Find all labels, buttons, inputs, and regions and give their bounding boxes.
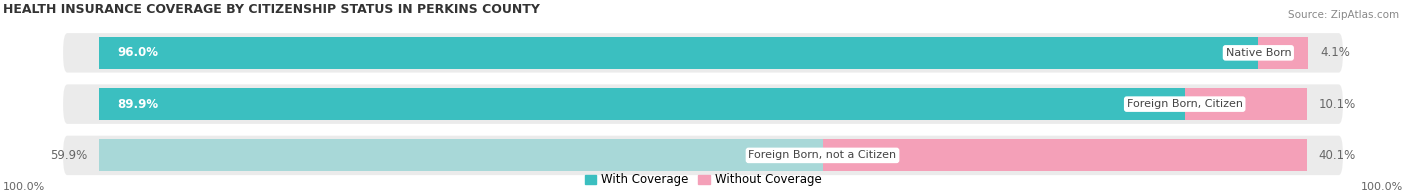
FancyBboxPatch shape (63, 136, 1343, 175)
Bar (100, 88, 1185, 120)
Legend: With Coverage, Without Coverage: With Coverage, Without Coverage (579, 169, 827, 191)
FancyBboxPatch shape (63, 84, 1343, 124)
Text: HEALTH INSURANCE COVERAGE BY CITIZENSHIP STATUS IN PERKINS COUNTY: HEALTH INSURANCE COVERAGE BY CITIZENSHIP… (3, 3, 540, 16)
Text: 4.1%: 4.1% (1320, 46, 1350, 59)
Text: 59.9%: 59.9% (51, 149, 87, 162)
Text: 96.0%: 96.0% (118, 46, 159, 59)
Text: 40.1%: 40.1% (1319, 149, 1355, 162)
Bar (100, 37, 1258, 69)
Text: 89.9%: 89.9% (118, 98, 159, 111)
Text: Native Born: Native Born (1226, 48, 1291, 58)
Text: Source: ZipAtlas.com: Source: ZipAtlas.com (1288, 10, 1399, 20)
Bar (100, 139, 823, 171)
Bar (1185, 88, 1306, 120)
Text: Foreign Born, not a Citizen: Foreign Born, not a Citizen (748, 150, 897, 160)
Text: Foreign Born, Citizen: Foreign Born, Citizen (1126, 99, 1243, 109)
Text: 100.0%: 100.0% (1361, 182, 1403, 192)
FancyBboxPatch shape (63, 33, 1343, 73)
Text: 100.0%: 100.0% (3, 182, 45, 192)
Bar (823, 139, 1306, 171)
Text: 10.1%: 10.1% (1319, 98, 1355, 111)
Bar (1258, 37, 1308, 69)
